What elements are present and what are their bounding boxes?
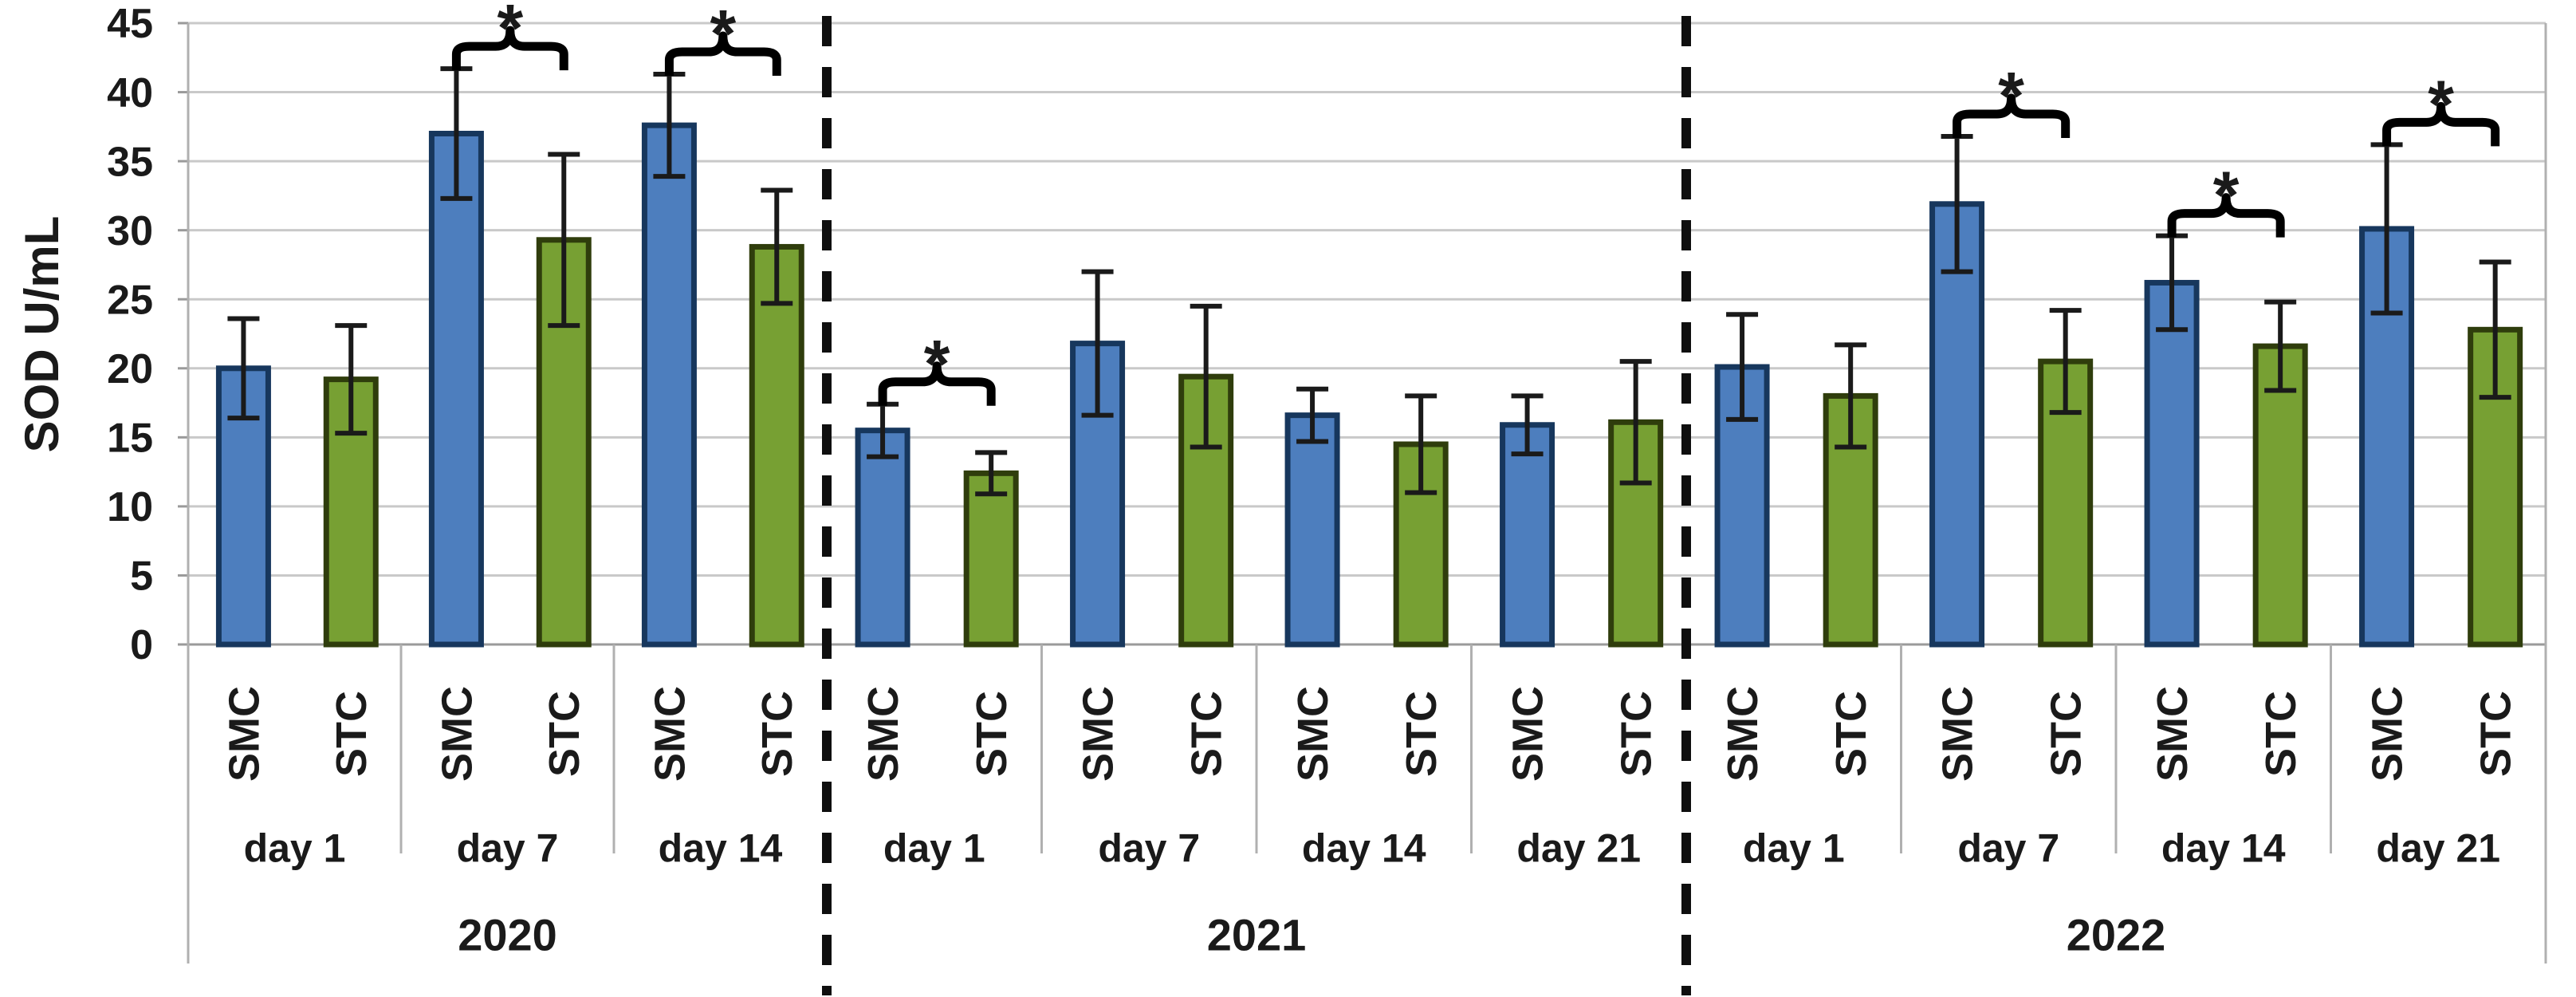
- significance-asterisk: *: [2428, 66, 2454, 141]
- day-label: day 14: [1302, 826, 1426, 871]
- y-tick-label: 15: [107, 416, 153, 462]
- day-label: day 7: [1957, 826, 2059, 871]
- day-label: day 7: [1098, 826, 1200, 871]
- y-tick-label: 30: [107, 208, 153, 254]
- day-label: day 7: [457, 826, 559, 871]
- day-label: day 1: [244, 826, 346, 871]
- bar-smc-2022-day-14: [2144, 279, 2200, 648]
- bar-smc-2020-day-7: [428, 130, 484, 648]
- category-label-stc: STC: [1398, 691, 1445, 777]
- significance-asterisk: *: [924, 326, 950, 401]
- y-tick-label: 45: [107, 1, 153, 47]
- y-tick-label: 25: [107, 277, 153, 323]
- category-label-smc: SMC: [646, 686, 694, 782]
- category-label-smc: SMC: [433, 686, 481, 782]
- significance-asterisk: *: [710, 0, 736, 71]
- category-label-stc: STC: [1827, 691, 1875, 777]
- day-label: day 14: [2161, 826, 2286, 871]
- category-label-smc: SMC: [1504, 686, 1551, 782]
- category-label-smc: SMC: [1719, 686, 1767, 782]
- day-label: day 1: [1743, 826, 1845, 871]
- bar-stc-2021-day-14: [1393, 441, 1449, 648]
- category-label-stc: STC: [1613, 691, 1661, 777]
- year-label: 2020: [458, 910, 557, 960]
- category-label-stc: STC: [2043, 691, 2090, 777]
- year-label: 2021: [1207, 910, 1307, 960]
- category-label-stc: STC: [753, 691, 801, 777]
- category-label-stc: STC: [968, 691, 1016, 777]
- year-label: 2022: [2067, 910, 2166, 960]
- y-tick-label: 5: [130, 554, 153, 600]
- y-tick-label: 10: [107, 484, 153, 530]
- significance-bracket: [878, 361, 996, 406]
- y-tick-label: 35: [107, 139, 153, 185]
- significance-bracket: [2382, 101, 2500, 147]
- day-label: day 14: [659, 826, 783, 871]
- bar-smc-2021-day-21: [1500, 422, 1555, 648]
- bar-stc-2020-day-14: [749, 243, 804, 648]
- y-tick-label: 0: [130, 622, 153, 668]
- significance-asterisk: *: [2213, 158, 2240, 233]
- category-label-smc: SMC: [2149, 686, 2196, 782]
- category-label-smc: SMC: [859, 686, 907, 782]
- day-label: day 21: [1516, 826, 1641, 871]
- significance-bracket: [1953, 93, 2071, 138]
- significance-bracket: [451, 26, 568, 71]
- y-axis-label: SOD U/mL: [15, 216, 69, 453]
- category-label-stc: STC: [328, 691, 376, 777]
- bar-stc-2022-day-7: [2038, 358, 2094, 648]
- significance-bracket: [2167, 193, 2285, 238]
- y-tick-label: 20: [107, 346, 153, 392]
- significance-asterisk: *: [497, 0, 523, 65]
- significance-asterisk: *: [1998, 58, 2024, 133]
- bar-stc-2021-day-1: [963, 470, 1019, 648]
- day-label: day 1: [883, 826, 985, 871]
- category-label-stc: STC: [2472, 691, 2520, 777]
- category-label-smc: SMC: [220, 686, 268, 782]
- category-label-stc: STC: [1183, 691, 1231, 777]
- category-label-stc: STC: [541, 691, 588, 777]
- category-label-smc: SMC: [1933, 686, 1981, 782]
- category-label-smc: SMC: [2363, 686, 2411, 782]
- y-tick-label: 40: [107, 70, 153, 116]
- bar-smc-2021-day-1: [855, 428, 910, 648]
- category-label-stc: STC: [2257, 691, 2305, 777]
- significance-bracket: [664, 31, 781, 77]
- bar-smc-2020-day-14: [641, 122, 697, 648]
- day-label: day 21: [2376, 826, 2500, 871]
- category-label-smc: SMC: [1074, 686, 1122, 782]
- category-label-smc: SMC: [1289, 686, 1337, 782]
- bar-smc-2021-day-14: [1284, 412, 1340, 648]
